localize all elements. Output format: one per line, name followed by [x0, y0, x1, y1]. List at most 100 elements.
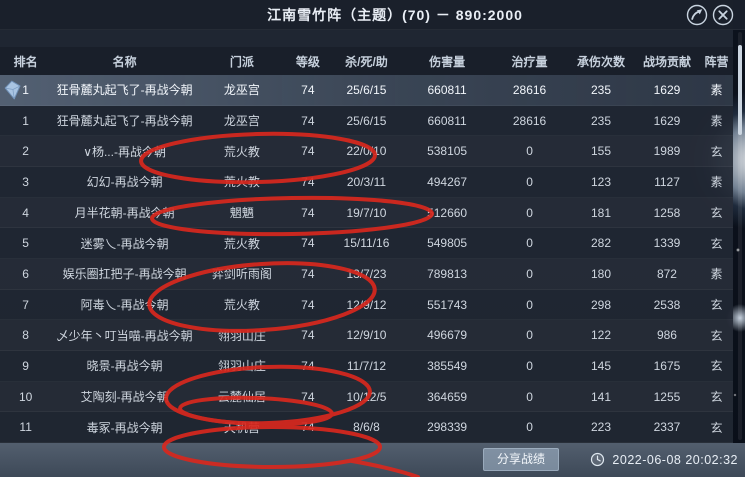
player-contribution: 2538 — [653, 297, 681, 312]
player-healing: 0 — [526, 297, 533, 312]
player-healing: 0 — [526, 420, 533, 435]
scrollbar-thumb[interactable] — [738, 45, 742, 135]
column-header-hits-taken: 承伤次数 — [576, 54, 625, 69]
player-contribution: 1629 — [653, 82, 681, 97]
share-arrow-icon[interactable] — [686, 4, 708, 26]
player-sect: 天机营 — [223, 420, 260, 435]
table-row[interactable]: 5 迷雾乀-再战今朝 荒火教 74 15/11/16 549805 0 282 … — [0, 228, 733, 260]
player-name: 迷雾乀-再战今朝 — [80, 236, 169, 251]
rank-cell: 2 — [0, 144, 51, 158]
player-faction: 玄 — [710, 328, 723, 343]
bottom-bar: 分享战绩 2022-06-08 20:02:32 — [0, 443, 745, 477]
player-healing: 0 — [526, 205, 533, 220]
player-damage: 496679 — [427, 328, 468, 343]
player-damage: 364659 — [427, 389, 468, 404]
rank-cell: 6 — [0, 267, 51, 281]
table-row[interactable]: 10 艾陶刻-再战今朝 云麓仙居 74 10/12/5 364659 0 141… — [0, 382, 733, 413]
table-row[interactable]: 11 毒冢-再战今朝 天机营 74 8/6/8 298339 0 223 233… — [0, 412, 733, 444]
player-level: 74 — [301, 82, 315, 97]
rank-value: 1 — [22, 82, 29, 97]
player-sect: 龙巫宫 — [223, 83, 260, 98]
player-hits-taken: 123 — [590, 174, 612, 189]
player-level: 74 — [301, 236, 315, 251]
rank-value: 5 — [22, 236, 29, 251]
player-kda: 20/3/11 — [346, 174, 387, 189]
player-kda: 13/7/23 — [346, 266, 387, 281]
player-contribution: 1339 — [653, 236, 681, 251]
player-level: 74 — [301, 389, 315, 404]
player-level: 74 — [301, 358, 315, 373]
table-row[interactable]: 9 晓景-再战今朝 翎羽山庄 74 11/7/12 385549 0 145 1… — [0, 351, 733, 382]
player-damage: 298339 — [427, 420, 468, 435]
player-sect: 翎羽山庄 — [217, 328, 266, 343]
player-sect: 荒火教 — [223, 175, 260, 190]
table-row[interactable]: 1 狂骨麓丸起飞了-再战今朝 龙巫宫 74 25/6/15 660811 286… — [0, 75, 733, 106]
player-kda: 25/6/15 — [346, 82, 387, 97]
player-damage: 385549 — [427, 358, 468, 373]
player-healing: 0 — [526, 174, 533, 189]
player-sect: 云麓仙居 — [217, 390, 266, 405]
table-row[interactable]: 1 狂骨麓丸起飞了-再战今朝 龙巫宫 74 25/6/15 660811 286… — [0, 106, 733, 137]
player-hits-taken: 223 — [590, 420, 612, 435]
player-name: 晓景-再战今朝 — [86, 359, 163, 374]
player-hits-taken: 298 — [590, 297, 612, 312]
player-sect: 魍魉 — [229, 206, 254, 221]
table-row[interactable]: 4 月半花朝-再战今朝 魍魉 74 19/7/10 512660 0 181 1… — [0, 198, 733, 229]
rank-cell: 9 — [0, 359, 51, 373]
player-hits-taken: 155 — [590, 144, 612, 159]
player-kda: 22/0/10 — [346, 144, 387, 159]
player-kda: 19/7/10 — [346, 205, 387, 220]
player-healing: 0 — [526, 236, 533, 251]
column-header-rank: 排名 — [13, 54, 38, 69]
rank-cell: 1 — [0, 80, 51, 100]
table-row[interactable]: 3 幻幻-再战今朝 荒火教 74 20/3/11 494267 0 123 11… — [0, 167, 733, 198]
player-level: 74 — [301, 328, 315, 343]
player-name: 狂骨麓丸起飞了-再战今朝 — [56, 83, 193, 98]
player-level: 74 — [301, 113, 315, 128]
player-contribution: 1629 — [653, 113, 681, 128]
player-sect: 龙巫宫 — [223, 114, 260, 128]
player-hits-taken: 282 — [590, 236, 612, 251]
player-damage: 660811 — [427, 82, 467, 97]
rank-cell: 11 — [0, 420, 51, 434]
table-row[interactable]: 7 阿毒乀-再战今朝 荒火教 74 12/9/12 551743 0 298 2… — [0, 290, 733, 321]
player-sect: 荒火教 — [223, 144, 260, 159]
table-body: 1 狂骨麓丸起飞了-再战今朝 龙巫宫 74 25/6/15 660811 2 8 6… — [0, 75, 733, 444]
player-contribution: 1675 — [653, 358, 681, 373]
player-faction: 玄 — [710, 359, 723, 374]
column-header-sect: 门派 — [229, 54, 254, 69]
player-name: ∨杨...-再战今朝 — [83, 144, 166, 159]
rank-cell: 7 — [0, 298, 51, 312]
player-sect: 翎羽山庄 — [217, 359, 266, 374]
rank-cell: 3 — [0, 175, 51, 189]
player-name: 狂骨麓丸起飞了-再战今朝 — [56, 114, 193, 128]
table-row[interactable]: 2 ∨杨...-再战今朝 荒火教 74 22/0/10 538105 0 155… — [0, 136, 733, 168]
column-header-contribution: 战场贡献 — [642, 54, 691, 69]
player-damage: 538105 — [427, 144, 468, 159]
player-name: 阿毒乀-再战今朝 — [80, 298, 169, 313]
player-name: 艾陶刻-再战今朝 — [80, 390, 169, 405]
player-contribution: 1127 — [654, 174, 680, 189]
player-contribution: 2337 — [653, 420, 681, 435]
player-kda: 25/6/15 — [346, 113, 387, 128]
rank-diamond-gem-icon — [4, 79, 22, 100]
player-contribution: 1255 — [653, 389, 681, 404]
table-row[interactable]: 6 娱乐圈扛把子-再战今朝 弈剑听雨阁 74 13/7/23 789813 0 … — [0, 259, 733, 290]
player-name: 乄少年丶叮当喵-再战今朝 — [56, 328, 193, 343]
player-hits-taken: 145 — [590, 358, 612, 373]
rank-value: 7 — [22, 297, 29, 312]
player-sect: 荒火教 — [223, 298, 260, 313]
player-level: 74 — [301, 420, 315, 435]
rank-cell: 1 — [0, 114, 51, 128]
share-results-button[interactable]: 分享战绩 — [483, 448, 560, 471]
column-header-damage: 伤害量 — [429, 54, 466, 69]
player-name: 月半花朝-再战今朝 — [74, 206, 175, 221]
table-row[interactable]: 8 乄少年丶叮当喵-再战今朝 翎羽山庄 74 12/9/10 496679 0 … — [0, 320, 733, 352]
close-icon[interactable] — [712, 4, 734, 26]
player-damage: 660811 — [427, 113, 467, 128]
rank-value: 8 — [22, 328, 29, 343]
player-level: 74 — [301, 174, 315, 189]
column-header-faction: 阵营 — [704, 54, 729, 69]
player-healing: 0 — [526, 389, 533, 404]
player-kda: 11/7/12 — [346, 358, 387, 373]
